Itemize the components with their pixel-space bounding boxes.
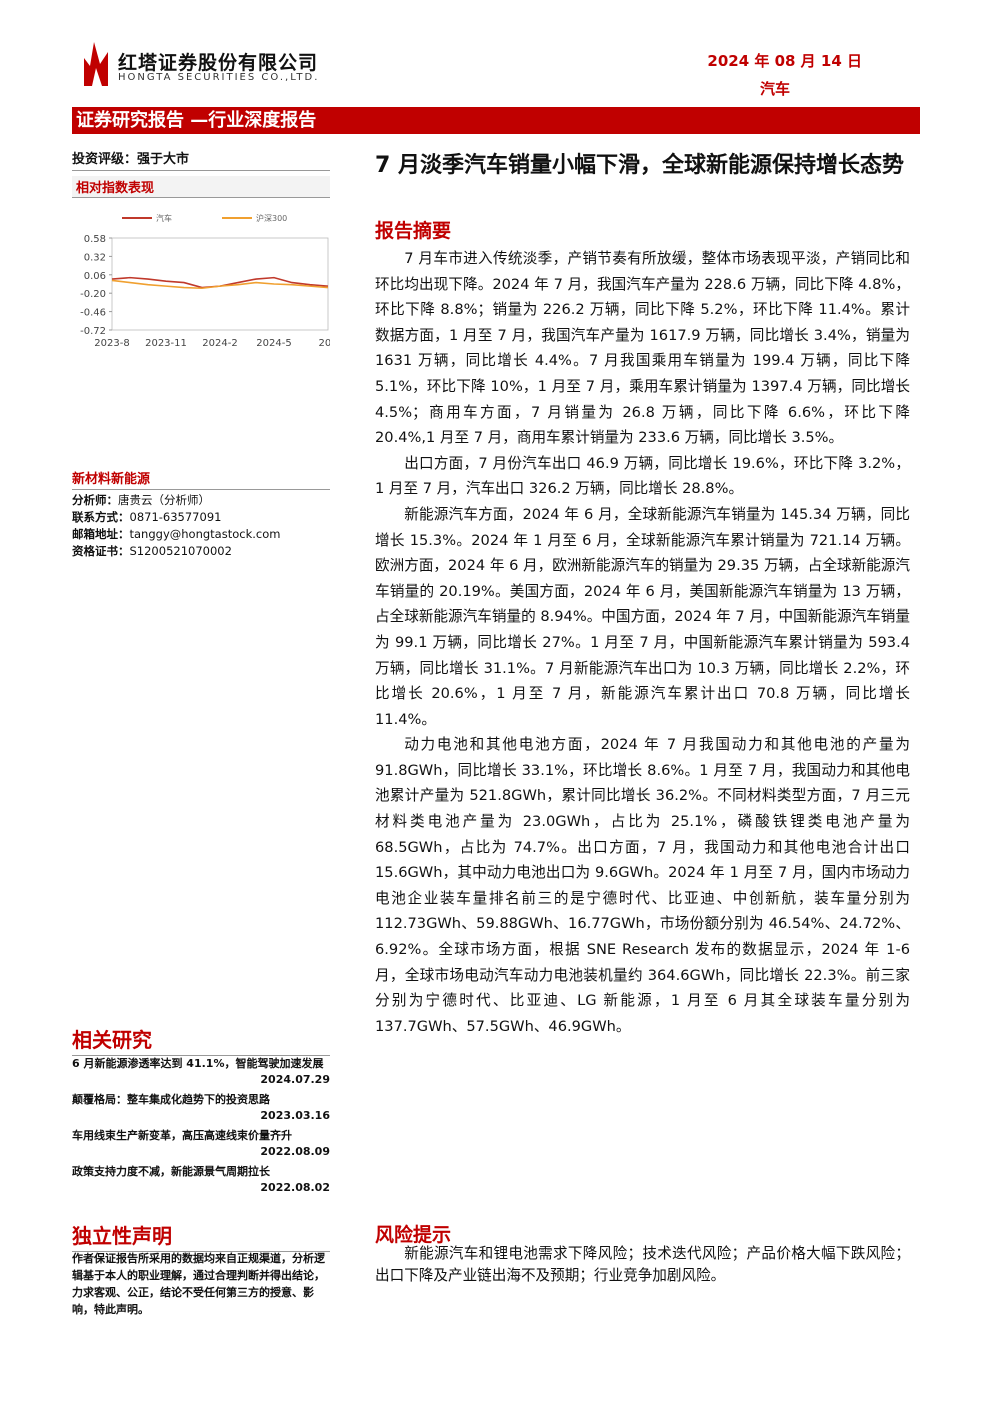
analyst-value: tanggy@hongtastock.com — [129, 527, 281, 541]
disclaimer: 作者保证报告所采用的数据均来自正规渠道，分析逻辑基于本人的职业理解，通过合理判断… — [72, 1252, 325, 1316]
sector: 汽车 — [760, 80, 791, 98]
related-item: 车用线束生产新变革，高压高速线束价量齐升 2022.08.09 — [72, 1128, 330, 1160]
related-date: 2022.08.09 — [260, 1145, 330, 1158]
company: 红塔证券股份有限公司 — [118, 52, 319, 74]
x-tick-label: 202 — [318, 338, 330, 349]
legend-label: 沪深300 — [256, 213, 287, 223]
summary-title: 报告摘要 — [375, 220, 452, 242]
analyst-block: 分析师：唐贵云（分析师） 联系方式：0871-63577091 邮箱地址：tangg… — [72, 492, 330, 560]
y-tick-label: -0.72 — [80, 326, 106, 337]
legend-label: 汽车 — [156, 213, 172, 223]
paragraph: 动力电池和其他电池方面，2024 年 7 月我国动力和其他电池的产量为 91.8… — [375, 736, 910, 1035]
analyst-value: S1200521070002 — [129, 544, 232, 558]
analyst-label: 分析师： — [72, 493, 118, 507]
related-item: 6 月新能源渗透率达到 41.1%，智能驾驶加速发展 2024.07.29 — [72, 1056, 330, 1088]
series-line — [111, 279, 329, 290]
y-tick-label: -0.46 — [80, 308, 106, 319]
rating-label: 投资评级： — [72, 152, 138, 167]
analyst-value: 0871-63577091 — [129, 510, 222, 524]
report-title: 7 月淡季汽车销量小幅下滑，全球新能源保持增长态势 — [375, 153, 904, 178]
logo — [84, 42, 108, 86]
risk-text: 新能源汽车和锂电池需求下降风险；技术迭代风险；产品价格大幅下跌风险；出口下降及产… — [375, 1245, 910, 1284]
related-date: 2022.08.02 — [260, 1181, 330, 1194]
disclaimer-title: 独立性声明 — [72, 1220, 330, 1252]
risk-title: 风险提示 — [375, 1224, 452, 1246]
analyst-row: 联系方式：0871-63577091 — [72, 509, 330, 526]
analyst-row: 资格证书：S1200521070002 — [72, 543, 330, 560]
analyst-row: 邮箱地址：tanggy@hongtastock.com — [72, 526, 330, 543]
paragraph: 新能源汽车方面，2024 年 6 月，全球新能源汽车销量为 145.34 万辆，… — [375, 505, 910, 728]
paragraph: 出口方面，7 月份汽车出口 46.9 万辆，同比增长 19.6%，环比下降 3.… — [375, 454, 910, 498]
related-title: 颠覆格局：整车集成化趋势下的投资思路 — [72, 1093, 270, 1106]
rating-row: 投资评级：强于大市 — [72, 148, 330, 171]
related-list: 6 月新能源渗透率达到 41.1%，智能驾驶加速发展 2024.07.29 颠覆格局… — [72, 1052, 330, 1196]
related-item: 政策支持力度不减，新能源景气周期拉长 2022.08.02 — [72, 1164, 330, 1196]
y-tick-label: 0.58 — [84, 234, 106, 245]
x-tick-label: 2024-2 — [202, 338, 237, 349]
analyst-label: 邮箱地址： — [72, 527, 130, 541]
related-item: 颠覆格局：整车集成化趋势下的投资思路 2023.03.16 — [72, 1092, 330, 1124]
related-title: 相关研究 — [72, 1024, 330, 1056]
paragraph: 7 月车市进入传统淡季，产销节奏有所放缓，整体市场表现平淡，产销同比和环比均出现… — [375, 250, 910, 447]
chart-heading: 相对指数表现 — [72, 176, 330, 198]
x-tick-label: 2023-11 — [145, 338, 187, 349]
related-title: 车用线束生产新变革，高压高速线束价量齐升 — [72, 1129, 292, 1142]
related-title: 6 月新能源渗透率达到 41.1%，智能驾驶加速发展 — [72, 1057, 324, 1070]
y-tick-label: 0.32 — [84, 252, 106, 263]
summary: 7 月车市进入传统淡季，产销节奏有所放缓，整体市场表现平淡，产销同比和环比均出现… — [375, 246, 910, 1039]
banner: 证券研究报告 —行业深度报告 — [72, 107, 920, 134]
y-tick-label: 0.06 — [84, 271, 106, 282]
risk: 新能源汽车和锂电池需求下降风险；技术迭代风险；产品价格大幅下跌风险；出口下降及产… — [375, 1243, 910, 1287]
industry: 新材料新能源 — [72, 468, 330, 490]
analyst-label: 资格证书： — [72, 544, 130, 558]
rating: 强于大市 — [137, 152, 190, 167]
x-tick-label: 2023-8 — [94, 338, 129, 349]
related-date: 2023.03.16 — [260, 1109, 330, 1122]
related-date: 2024.07.29 — [260, 1073, 330, 1086]
date: 2024 年 08 月 14 日 — [707, 52, 862, 70]
analyst-label: 联系方式： — [72, 510, 130, 524]
related-title: 政策支持力度不减，新能源景气周期拉长 — [72, 1165, 270, 1178]
analyst-row: 分析师：唐贵云（分析师） — [72, 492, 330, 509]
x-tick-label: 2024-5 — [256, 338, 291, 349]
plot-frame — [111, 237, 329, 331]
company-en: HONGTA SECURITIES CO.,LTD. — [118, 72, 320, 83]
y-tick-label: -0.20 — [80, 289, 106, 300]
analyst-value: 唐贵云（分析师） — [118, 493, 210, 507]
